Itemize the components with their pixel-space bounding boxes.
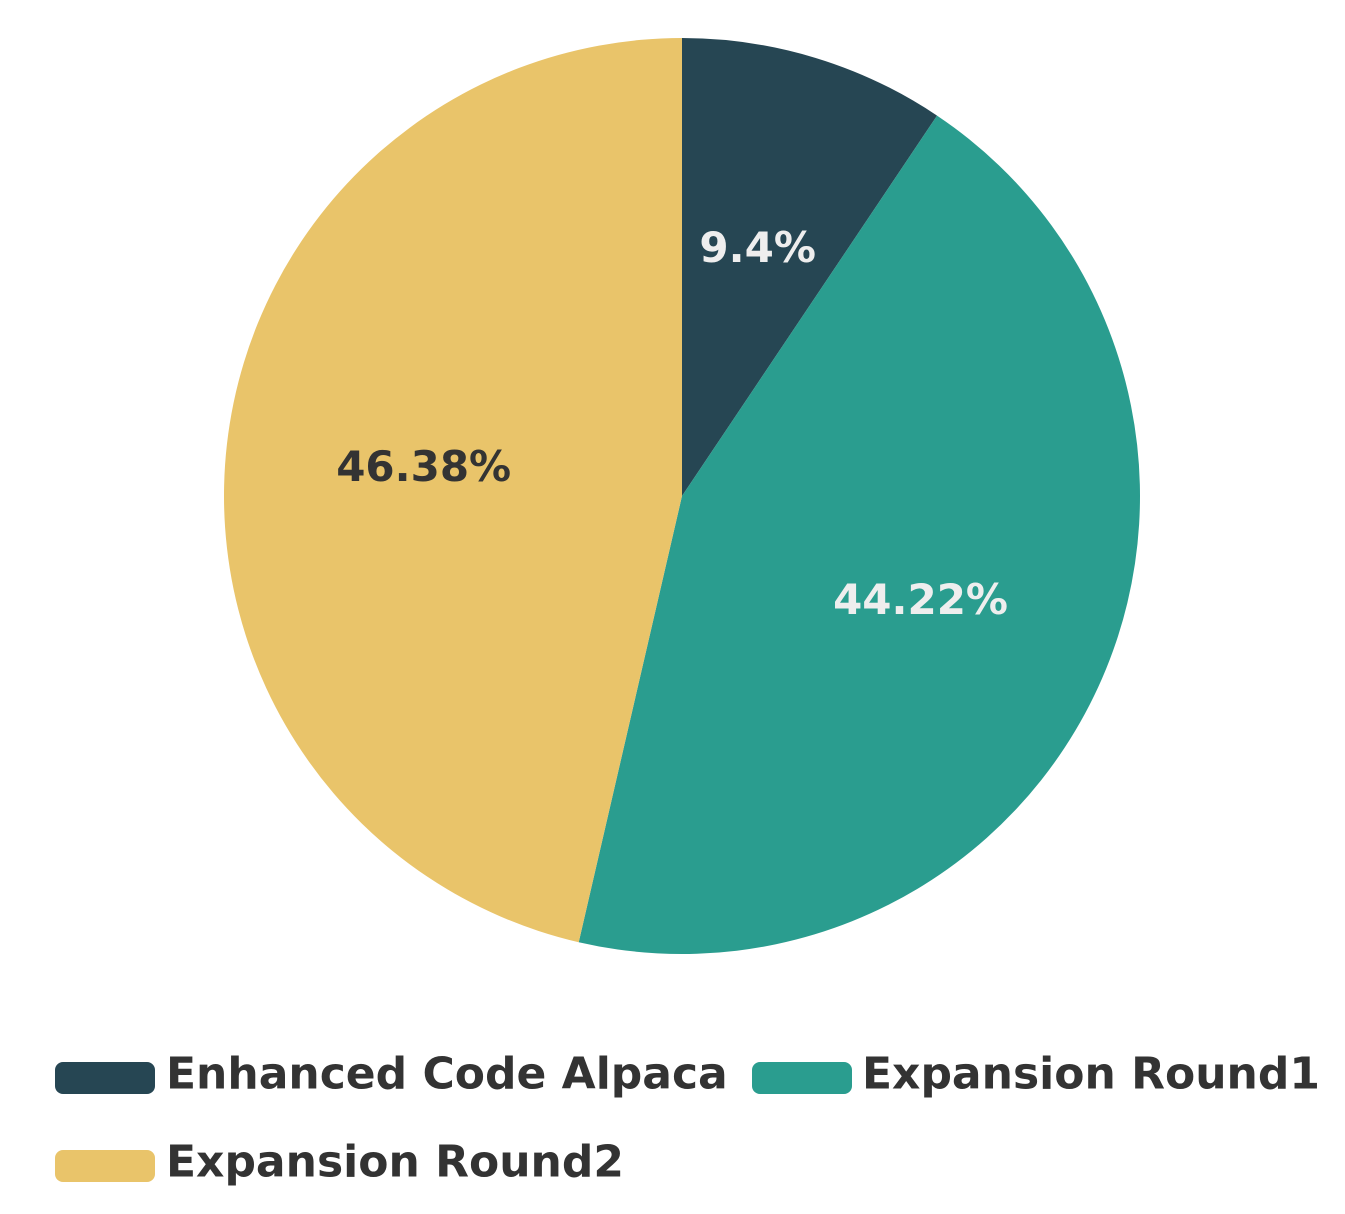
legend: Enhanced Code Alpaca Expansion Round1 Ex… — [55, 1049, 1320, 1188]
legend-label-expansion-round1: Expansion Round1 — [862, 1049, 1320, 1100]
pie-slices — [223, 38, 1140, 954]
pie-slice-enhanced-code-alpaca[interactable] — [682, 38, 938, 496]
legend-swatch-enhanced-code-alpaca — [55, 1062, 155, 1094]
legend-swatch-expansion-round1 — [752, 1062, 852, 1094]
legend-item-expansion-round2[interactable]: Expansion Round2 — [55, 1137, 624, 1188]
legend-item-expansion-round1[interactable]: Expansion Round1 — [752, 1049, 1320, 1100]
legend-label-expansion-round2: Expansion Round2 — [166, 1137, 624, 1188]
pie-slice-expansion-round2[interactable] — [223, 38, 682, 943]
legend-label-enhanced-code-alpaca: Enhanced Code Alpaca — [166, 1049, 728, 1100]
pie-slice-label-expansion-round1: 44.22% — [833, 575, 1008, 624]
pie-slice-expansion-round1[interactable] — [578, 115, 1140, 954]
legend-item-enhanced-code-alpaca[interactable]: Enhanced Code Alpaca — [55, 1049, 728, 1100]
pie-slice-label-expansion-round2: 46.38% — [336, 442, 511, 491]
pie-slice-label-enhanced-code-alpaca: 9.4% — [699, 223, 815, 272]
pie-slice-labels: 9.4% 44.22% 46.38% — [336, 223, 1008, 624]
legend-swatch-expansion-round2 — [55, 1150, 155, 1182]
